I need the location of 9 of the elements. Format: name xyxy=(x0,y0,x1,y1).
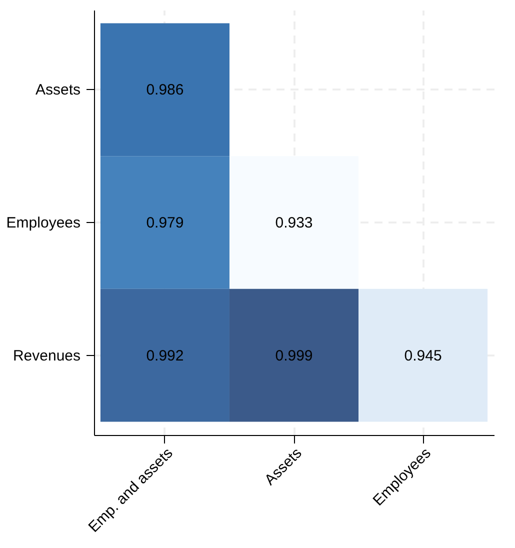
data-label: 0.986 xyxy=(146,82,184,99)
data-label: 0.979 xyxy=(146,214,184,232)
data-label: 0.945 xyxy=(404,347,442,364)
y-tick-label: Assets xyxy=(35,82,80,99)
data-label: 0.933 xyxy=(275,214,313,232)
y-tick-label: Employees xyxy=(6,214,80,232)
y-tick-label: Revenues xyxy=(12,347,80,364)
data-label: 0.999 xyxy=(275,347,313,364)
data-label: 0.992 xyxy=(146,347,184,364)
